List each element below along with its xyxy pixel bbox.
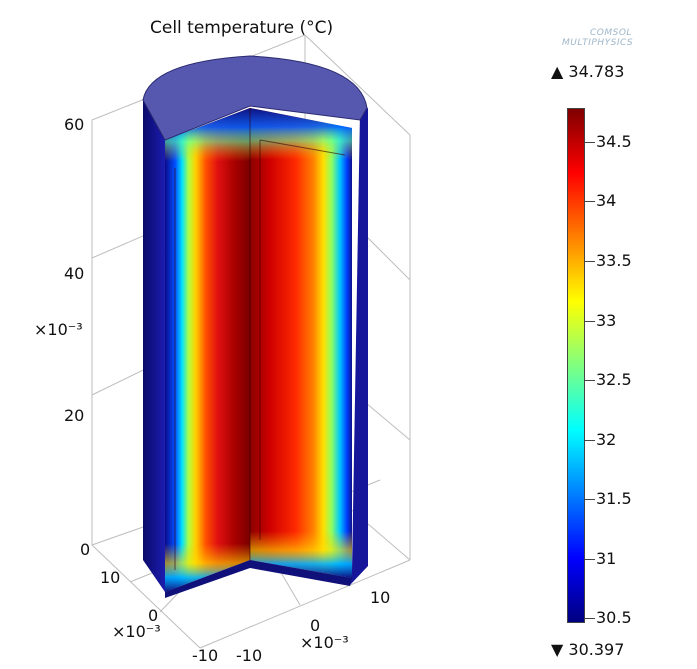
cut-face-left-fade xyxy=(165,108,250,592)
outer-shell-right xyxy=(350,108,368,585)
colorbar-tick-33: 33 xyxy=(596,311,617,330)
y-tick-0: 0 xyxy=(310,616,321,635)
x-tick-10: 10 xyxy=(100,568,121,587)
colorbar-mark xyxy=(585,559,595,560)
z-exponent: ×10⁻³ xyxy=(34,320,83,339)
y-tick-minus10: -10 xyxy=(236,646,263,665)
colorbar-tick-34: 34 xyxy=(596,191,617,210)
cut-face-right-fade xyxy=(250,108,352,578)
colorbar-min-label: ▼ 30.397 xyxy=(551,640,625,659)
colorbar-mark xyxy=(585,440,595,441)
plot-title: Cell temperature (°C) xyxy=(150,18,334,38)
outer-shell-left xyxy=(143,100,165,592)
colorbar-mark xyxy=(585,618,595,619)
colorbar-tick-34.5: 34.5 xyxy=(596,132,632,151)
colorbar-gradient xyxy=(567,108,585,623)
colorbar-tick-32: 32 xyxy=(596,430,617,449)
logo-line-1: COMSOL xyxy=(590,28,632,38)
x-exponent: ×10⁻³ xyxy=(112,622,161,641)
colorbar-tick-31.5: 31.5 xyxy=(596,489,632,508)
colorbar-tick-32.5: 32.5 xyxy=(596,370,632,389)
colorbar-mark xyxy=(585,201,595,202)
colorbar-tick-30.5: 30.5 xyxy=(596,608,632,627)
top-cap xyxy=(142,55,368,141)
z-tick-0: 0 xyxy=(80,540,91,559)
colorbar-mark xyxy=(585,142,595,143)
colorbar-mark xyxy=(585,499,595,500)
z-tick-20: 20 xyxy=(64,406,85,425)
colorbar-tick-31: 31 xyxy=(596,549,617,568)
y-tick-10: 10 xyxy=(370,588,391,607)
x-tick-minus10: -10 xyxy=(192,646,219,665)
colorbar-mark xyxy=(585,321,595,322)
colorbar-max-label: ▲ 34.783 xyxy=(551,62,625,81)
colorbar-tick-33.5: 33.5 xyxy=(596,251,632,270)
comsol-logo: COMSOL MULTIPHYSICS xyxy=(562,28,633,48)
y-exponent: ×10⁻³ xyxy=(300,633,349,652)
x-tick-0: 0 xyxy=(148,606,159,625)
logo-line-2: MULTIPHYSICS xyxy=(562,38,634,48)
z-tick-60: 60 xyxy=(64,115,85,134)
bottom-lip xyxy=(165,560,352,598)
colorbar-mark xyxy=(585,380,595,381)
colorbar-mark xyxy=(585,261,595,262)
z-tick-40: 40 xyxy=(64,264,85,283)
cylinder-model-view[interactable] xyxy=(0,0,540,669)
